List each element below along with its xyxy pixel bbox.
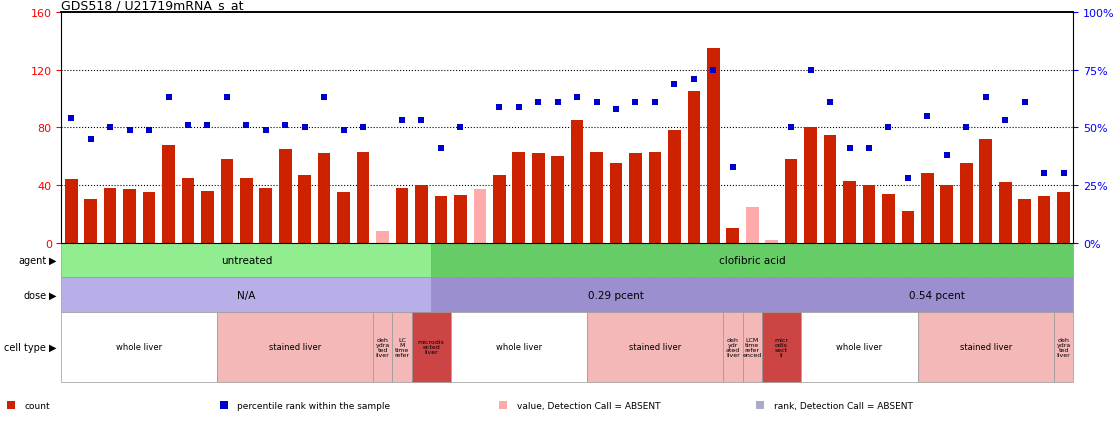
Bar <box>512 152 525 243</box>
Text: GDS518 / U21719mRNA_s_at: GDS518 / U21719mRNA_s_at <box>61 0 244 12</box>
Bar <box>762 312 800 382</box>
Text: whole liver: whole liver <box>836 343 882 352</box>
Bar <box>960 164 973 243</box>
Bar <box>727 229 739 243</box>
Text: ▶: ▶ <box>49 290 56 300</box>
Bar <box>766 240 778 243</box>
Bar <box>451 312 587 382</box>
Text: whole liver: whole liver <box>116 343 162 352</box>
Bar <box>648 152 661 243</box>
Text: LC
M
time
refer: LC M time refer <box>395 337 409 357</box>
Text: cell type: cell type <box>4 342 46 352</box>
Text: 0.54 pcent: 0.54 pcent <box>909 290 965 300</box>
Bar <box>1038 197 1051 243</box>
Bar <box>432 278 800 312</box>
Bar <box>338 193 350 243</box>
Bar <box>259 188 272 243</box>
Bar <box>61 312 217 382</box>
Bar <box>411 312 451 382</box>
Text: deh
ydra
ted
liver: deh ydra ted liver <box>1057 337 1071 357</box>
Bar <box>800 312 918 382</box>
Bar <box>590 152 603 243</box>
Text: dose: dose <box>23 290 46 300</box>
Bar <box>493 175 505 243</box>
Text: value, Detection Call = ABSENT: value, Detection Call = ABSENT <box>517 401 660 410</box>
Bar <box>372 312 392 382</box>
Text: agent: agent <box>18 256 46 265</box>
Bar <box>181 178 195 243</box>
Bar <box>785 160 797 243</box>
Bar <box>843 181 856 243</box>
Bar <box>707 49 720 243</box>
Bar <box>432 243 1073 278</box>
Bar <box>532 154 544 243</box>
Bar <box>742 312 762 382</box>
Text: 0.29 pcent: 0.29 pcent <box>588 290 644 300</box>
Bar <box>454 196 466 243</box>
Bar <box>723 312 742 382</box>
Bar <box>921 174 934 243</box>
Bar <box>162 145 174 243</box>
Text: N/A: N/A <box>237 290 256 300</box>
Bar <box>998 183 1012 243</box>
Bar <box>201 191 214 243</box>
Bar <box>1054 312 1073 382</box>
Text: untreated: untreated <box>220 256 272 265</box>
Bar <box>746 207 758 243</box>
Bar <box>863 185 875 243</box>
Bar <box>1018 200 1031 243</box>
Text: whole liver: whole liver <box>495 343 542 352</box>
Bar <box>299 175 311 243</box>
Bar <box>800 278 1073 312</box>
Text: deh
ydra
ted
liver: deh ydra ted liver <box>376 337 390 357</box>
Text: percentile rank within the sample: percentile rank within the sample <box>237 401 390 410</box>
Bar <box>688 92 700 243</box>
Bar <box>669 131 681 243</box>
Bar <box>123 190 136 243</box>
Bar <box>629 154 642 243</box>
Bar <box>979 139 992 243</box>
Bar <box>609 164 623 243</box>
Text: ▶: ▶ <box>49 256 56 265</box>
Text: stained liver: stained liver <box>959 343 1012 352</box>
Bar <box>901 211 915 243</box>
Bar <box>61 243 432 278</box>
Bar <box>318 154 331 243</box>
Bar <box>1058 193 1070 243</box>
Bar <box>551 157 563 243</box>
Bar <box>824 135 836 243</box>
Text: micr
odis
sect
li: micr odis sect li <box>775 337 788 357</box>
Bar <box>240 178 253 243</box>
Bar <box>435 197 447 243</box>
Bar <box>84 200 97 243</box>
Text: stained liver: stained liver <box>268 343 321 352</box>
Text: stained liver: stained liver <box>628 343 681 352</box>
Bar <box>474 190 486 243</box>
Text: rank, Detection Call = ABSENT: rank, Detection Call = ABSENT <box>774 401 912 410</box>
Bar <box>396 188 408 243</box>
Bar <box>571 121 584 243</box>
Bar <box>918 312 1054 382</box>
Bar <box>882 194 894 243</box>
Text: deh
ydr
ated
liver: deh ydr ated liver <box>726 337 740 357</box>
Bar <box>392 312 411 382</box>
Bar <box>143 193 155 243</box>
Bar <box>220 160 234 243</box>
Bar <box>278 150 292 243</box>
Bar <box>415 185 428 243</box>
Text: ▶: ▶ <box>49 342 56 352</box>
Text: microdis
ected
liver: microdis ected liver <box>418 340 445 355</box>
Text: clofibric acid: clofibric acid <box>719 256 786 265</box>
Bar <box>65 180 77 243</box>
Bar <box>804 128 817 243</box>
Bar <box>104 188 116 243</box>
Text: LCM
time
refer
enced: LCM time refer enced <box>742 337 761 357</box>
Bar <box>61 278 432 312</box>
Bar <box>217 312 372 382</box>
Bar <box>587 312 723 382</box>
Bar <box>940 185 954 243</box>
Bar <box>357 152 369 243</box>
Bar <box>377 231 389 243</box>
Text: count: count <box>25 401 50 410</box>
